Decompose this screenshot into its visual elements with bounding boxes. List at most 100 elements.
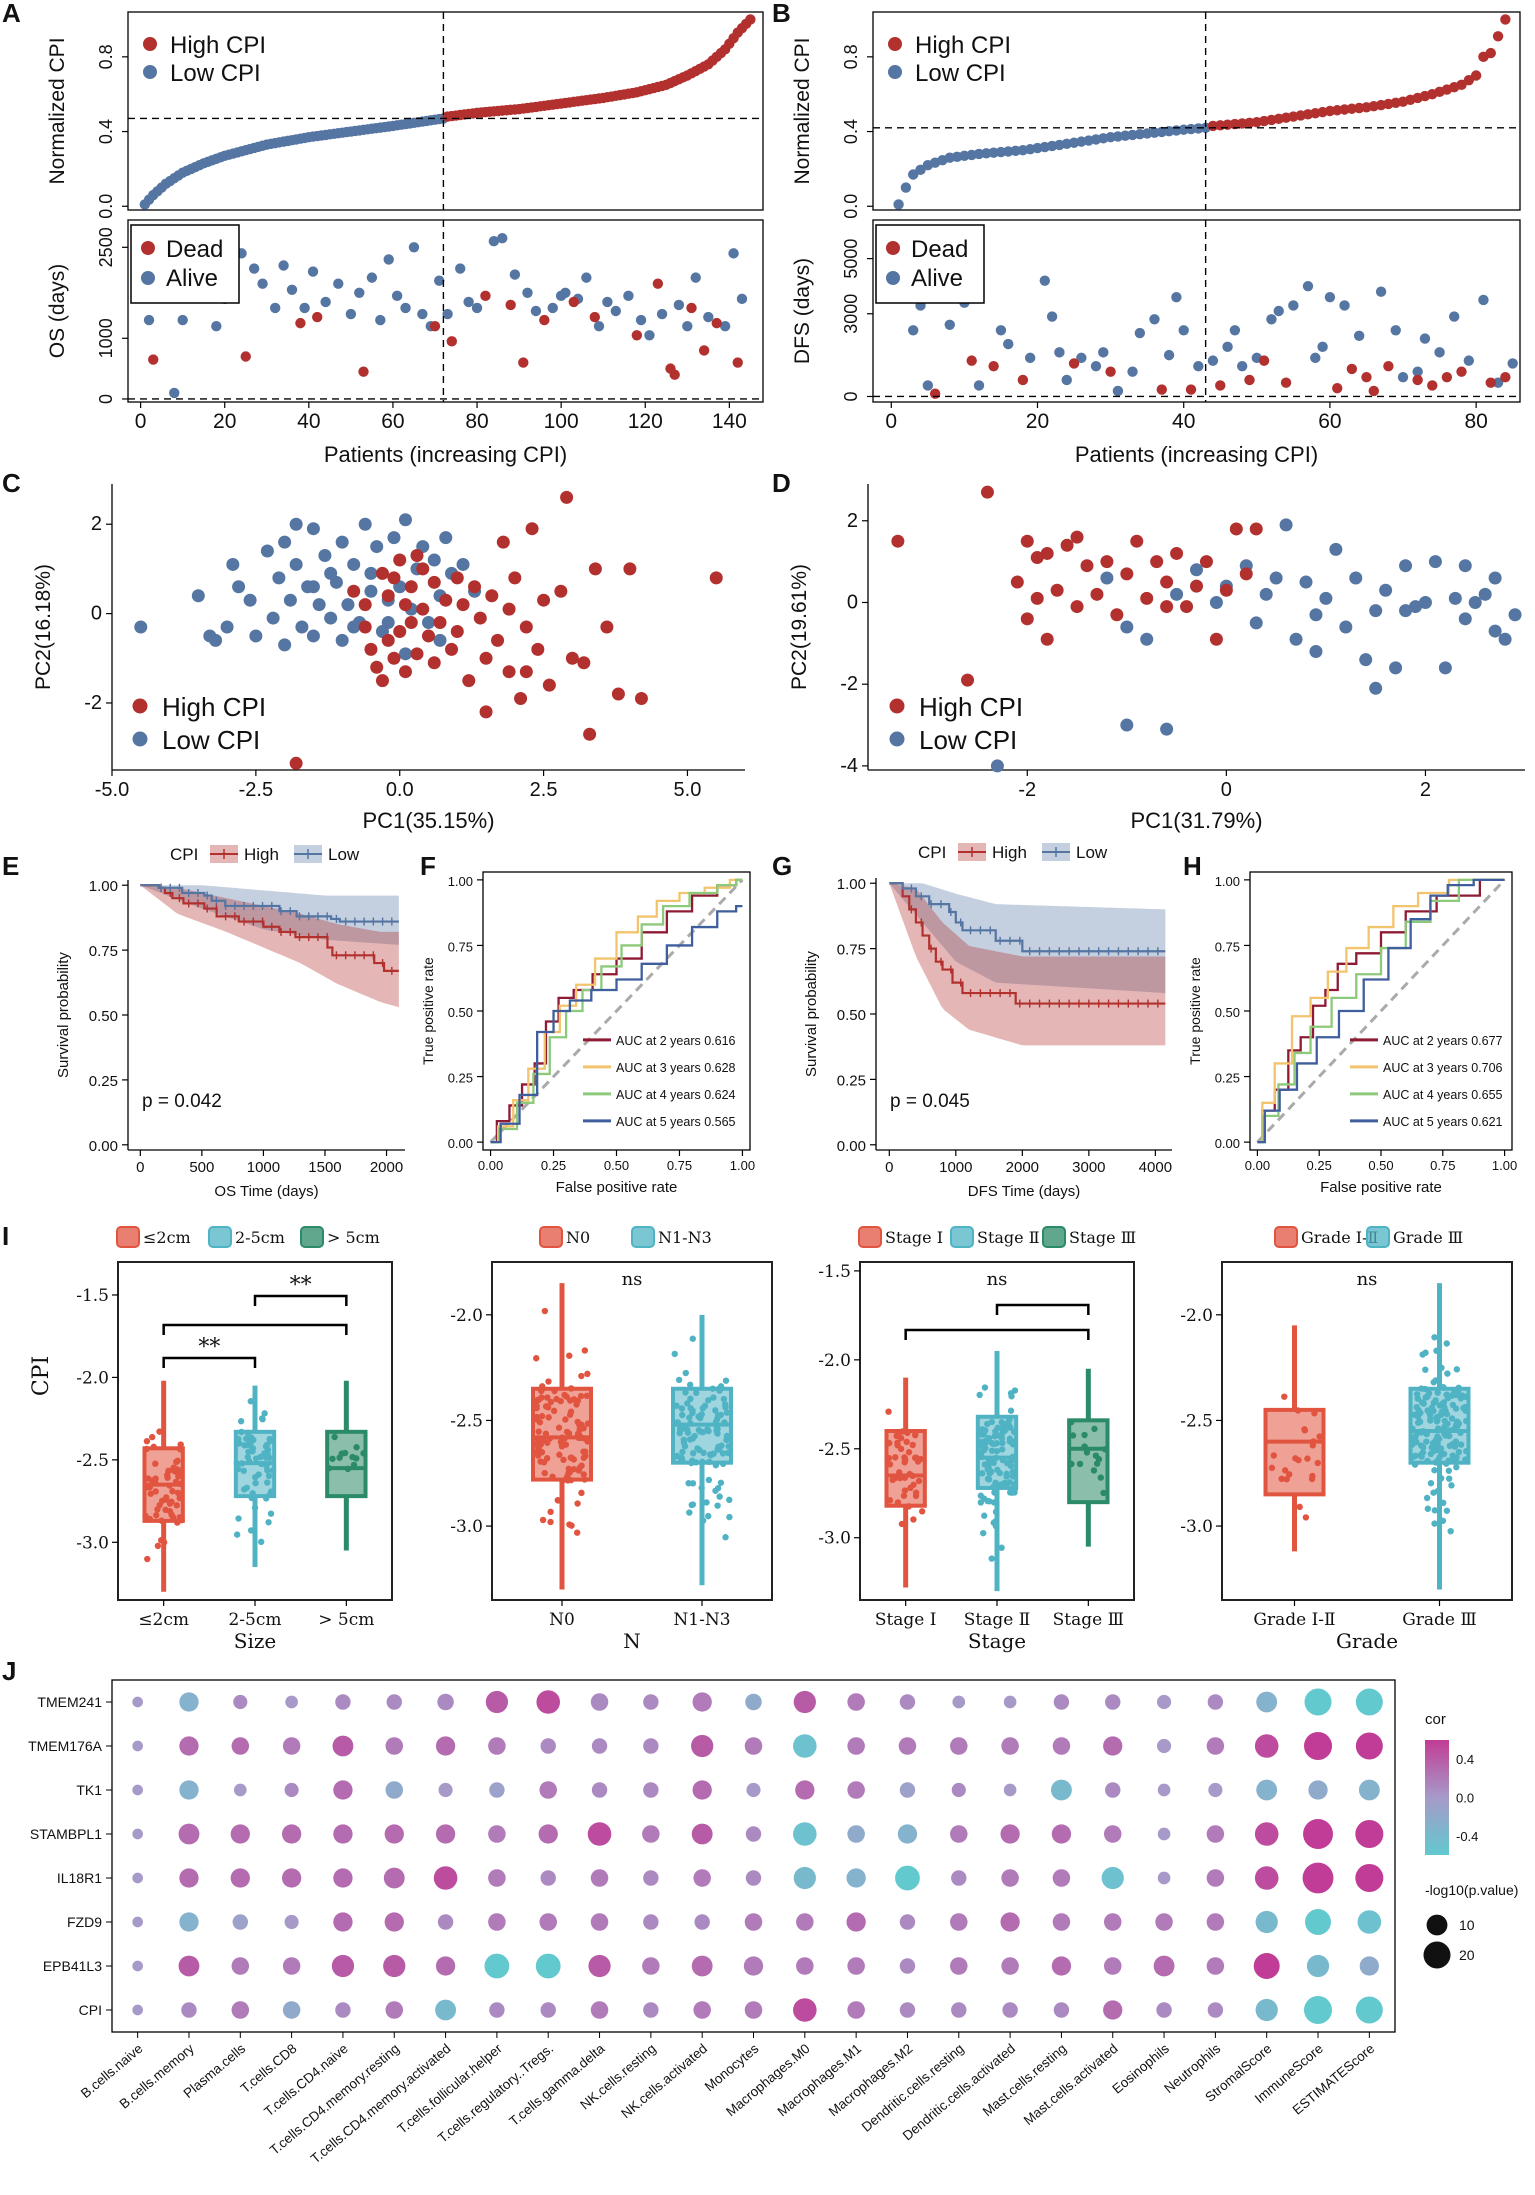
legend-swatch (1274, 1226, 1298, 1248)
high-cpi-point (1209, 632, 1223, 646)
jitter-point (169, 1488, 176, 1495)
jitter-point (1091, 1425, 1098, 1433)
survival-curve-high (140, 884, 399, 972)
correlation-dot (488, 1913, 506, 1931)
jitter-point (981, 1512, 988, 1519)
y-tick-label: 0.50 (1215, 1005, 1240, 1020)
jitter-point (688, 1501, 695, 1509)
high-cpi-point (479, 651, 493, 665)
jitter-point (896, 1469, 903, 1476)
high-cpi-point (1120, 567, 1134, 581)
jitter-point (577, 1392, 585, 1400)
y-axis-title: Normalized CPI (46, 37, 69, 184)
correlation-dot (1157, 1871, 1171, 1885)
low-cpi-point (226, 557, 240, 571)
jitter-point (1442, 1432, 1449, 1439)
jitter-point (568, 1454, 575, 1462)
correlation-dot (642, 1825, 660, 1843)
alive-point (1397, 371, 1409, 383)
legend-alive: Alive (911, 265, 963, 292)
correlation-dot (1305, 1909, 1331, 1935)
high-cpi-point (427, 656, 441, 670)
jitter-point (176, 1494, 183, 1502)
alive-point (1266, 314, 1277, 325)
correlation-dot (846, 1912, 866, 1932)
row-label: EPB41L3 (43, 1958, 102, 1974)
jitter-point (576, 1424, 584, 1431)
correlation-dot (1002, 2002, 1018, 2018)
correlation-dot (587, 1822, 612, 1846)
x-tick-label: 20 (1026, 410, 1049, 433)
dead-point (589, 311, 600, 323)
correlation-dot (847, 1737, 865, 1755)
low-cpi-point (289, 517, 303, 531)
x-tick-label: 2 (1420, 779, 1431, 801)
high-cpi-point (387, 571, 401, 585)
low-cpi-point (1448, 591, 1462, 605)
y-tick-label: 0 (841, 391, 861, 401)
jitter-point (1434, 1487, 1441, 1495)
jitter-point (1412, 1432, 1419, 1440)
survival-status-frame (872, 219, 1521, 403)
box-iqr (325, 1429, 368, 1499)
low-cpi-point (1269, 571, 1283, 585)
jitter-point (671, 1350, 678, 1358)
x-tick-label: 0 (136, 1159, 144, 1176)
jitter-point (1432, 1397, 1439, 1404)
size-legend-dot (1426, 1914, 1448, 1936)
jitter-point (1304, 1455, 1311, 1462)
jitter-point (709, 1385, 716, 1392)
jitter-point (1413, 1403, 1420, 1411)
jitter-point (992, 1518, 999, 1525)
jitter-point (999, 1428, 1007, 1436)
jitter-point (901, 1487, 909, 1494)
jitter-point (173, 1502, 180, 1509)
high-cpi-point (577, 656, 591, 670)
low-cpi-point (1359, 653, 1373, 667)
correlation-dot (488, 1825, 506, 1843)
high-cpi-point (1470, 70, 1482, 81)
jitter-point (1007, 1438, 1014, 1445)
jitter-point (719, 1460, 727, 1468)
jitter-point (566, 1521, 573, 1528)
low-cpi-point (306, 580, 320, 594)
correlation-dot (1306, 1954, 1330, 1978)
correlation-dot (590, 1869, 609, 1887)
low-cpi-point (1120, 718, 1134, 732)
jitter-point (1083, 1449, 1091, 1456)
correlation-dot (485, 1690, 509, 1714)
jitter-point (694, 1445, 701, 1452)
jitter-point (350, 1461, 358, 1469)
correlation-dot (1000, 1824, 1020, 1844)
correlation-dot (899, 1782, 916, 1798)
jitter-point (714, 1446, 721, 1453)
jitter-point (574, 1397, 581, 1404)
low-cpi-point (312, 598, 326, 612)
y-tick-label: 0.4 (96, 119, 116, 144)
jitter-point (581, 1347, 589, 1354)
roc-curve (490, 878, 743, 1144)
correlation-dot (132, 2004, 144, 2016)
x-tick-label: 40 (1172, 410, 1195, 433)
legend-high: High CPI (915, 32, 1011, 59)
high-cpi-point (1239, 567, 1253, 581)
alive-point (333, 278, 344, 289)
jitter-point (1448, 1415, 1456, 1422)
alive-point (522, 287, 533, 298)
legend-low: Low CPI (919, 725, 1017, 755)
y-tick-label: 3000 (841, 294, 861, 334)
legend-auc: AUC at 4 years 0.655 (1383, 1088, 1503, 1102)
high-cpi-point (519, 620, 533, 634)
high-cpi-point (450, 624, 464, 638)
jitter-point (240, 1486, 248, 1493)
alive-point (1302, 280, 1314, 292)
correlation-dot (590, 2001, 609, 2019)
low-cpi-point (1488, 624, 1502, 638)
jitter-point (724, 1449, 732, 1457)
jitter-point (560, 1456, 567, 1464)
low-cpi-point (370, 540, 384, 554)
high-cpi-point (404, 580, 418, 594)
alive-point (1492, 377, 1504, 388)
jitter-point (551, 1387, 558, 1395)
high-cpi-point (427, 575, 441, 589)
